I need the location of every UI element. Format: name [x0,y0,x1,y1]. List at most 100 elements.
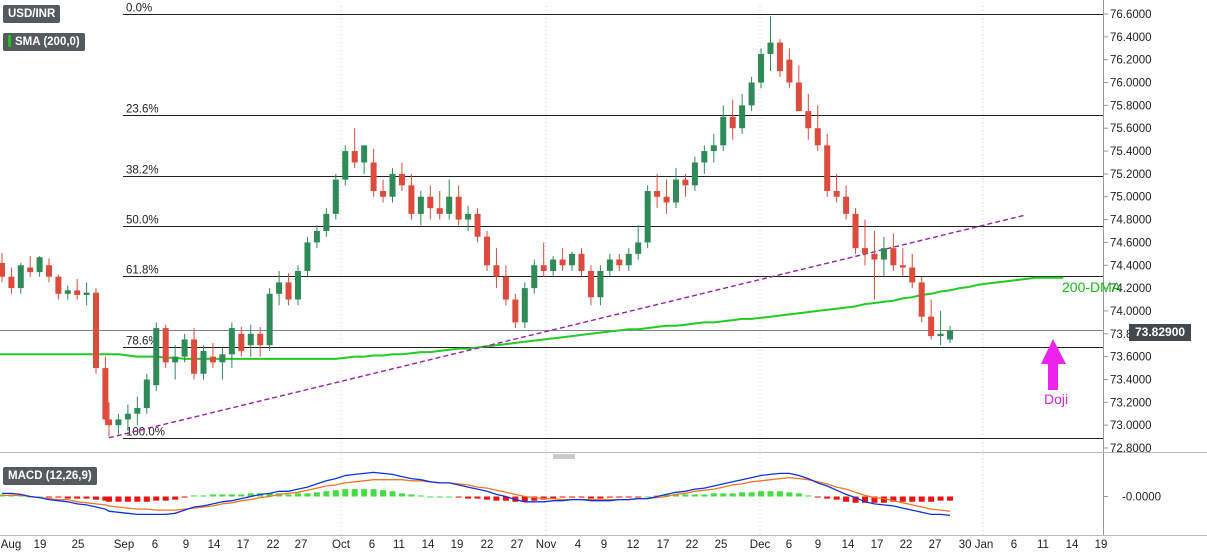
sma-swatch [8,35,11,47]
price-tick-label: 74.2000 [1110,283,1152,295]
macd-histogram-bar [115,496,122,502]
candle-body [550,259,557,271]
price-tick-label: 76.0000 [1110,78,1152,90]
candle-body [682,179,689,186]
candle-body [228,328,235,355]
macd-histogram-bar [143,496,150,502]
macd-signal-line [2,476,951,512]
candle-body [597,270,604,298]
sma-tag[interactable]: SMA (200,0) [3,33,85,51]
macd-histogram-bar [172,496,179,500]
macd-panel: -0.0000 [0,471,1161,517]
macd-histogram-bar [682,494,689,497]
date-tick-label: 14 [1066,539,1079,551]
pane-splitter-handle [553,454,575,459]
fib-level-label: 78.6% [126,336,159,348]
macd-tag[interactable]: MACD (12,26,9) [3,467,97,485]
macd-histogram-bar [776,491,783,497]
candle-body [947,330,954,340]
macd-histogram-bar [824,496,831,499]
candle-body [862,248,868,254]
macd-histogram-bar [304,493,311,497]
date-tick-label: 6 [369,539,375,551]
macd-histogram-bar [673,494,679,497]
macd-histogram-bar [74,496,81,499]
candle-body [247,333,254,346]
candle-body [162,328,169,363]
candle-body [191,339,198,374]
macd-histogram-bar [852,496,859,503]
date-tick-label: 12 [627,539,640,551]
candle-body [928,316,935,337]
candle-body [654,191,661,197]
date-tick-label: 19 [451,539,464,551]
date-tick-label: 19 [1095,539,1108,551]
macd-histogram-bar [219,494,226,497]
candle-body [370,162,377,192]
price-tick-label: 76.6000 [1110,9,1152,21]
macd-histogram-bar [635,496,642,498]
macd-histogram-bar [606,496,613,498]
date-tick-label: 27 [929,539,942,551]
candle-body [880,248,887,260]
date-tick-label: 19 [34,539,47,551]
macd-histogram-bar [153,496,160,501]
macd-histogram-bar [786,492,793,497]
candle-body [559,259,566,266]
candle-body [587,270,594,298]
candle-body [569,253,576,266]
candle-body [814,128,821,146]
date-tick-label: 14 [842,539,855,551]
fib-level-label: 50.0% [126,215,159,227]
macd-histogram-bar [616,496,623,498]
candle-body [27,267,34,273]
candle-body [106,419,112,426]
candle-body [474,213,481,237]
candle-body [74,290,81,295]
macd-histogram-bar [46,496,52,498]
macd-histogram-bar [427,496,434,498]
macd-histogram-bar [64,496,71,499]
macd-histogram-bar [389,491,396,497]
fib-level-label: 23.6% [126,104,159,116]
candle-body [531,265,538,289]
candle-body [351,151,358,163]
price-tick-label: 73.6000 [1110,352,1152,364]
date-tick-label: 4 [575,539,582,551]
date-tick-label: 9 [815,539,821,551]
date-tick-label: 17 [657,539,670,551]
macd-histogram-bar [238,494,245,497]
candle-body [200,350,207,374]
candle-body [276,282,283,294]
macd-histogram-bar [493,496,500,501]
candle-body [209,356,216,363]
price-tick-label: 75.4000 [1110,146,1152,158]
macd-histogram-bar [455,496,462,498]
macd-histogram-bar [55,496,62,498]
macd-histogram-bar [918,496,925,502]
doji-arrow [1041,339,1066,390]
candle-body [380,191,387,197]
macd-histogram-bar [247,493,254,497]
macd-histogram-bar [124,496,131,502]
candle-body [909,267,916,283]
candle-body [408,185,415,214]
macd-histogram-bar [134,496,141,502]
candle-body [238,333,245,351]
candle-body [55,276,62,294]
macd-histogram-bar [436,496,443,498]
date-tick-label: 22 [481,539,494,551]
macd-histogram-bar [191,495,198,497]
price-tick-label: 74.6000 [1110,237,1152,249]
symbol-tag[interactable]: USD/INR [3,5,61,23]
trendline-layer [108,214,1026,439]
candle-body [578,253,585,271]
candle-body [691,162,698,186]
macd-histogram-bar [587,496,594,499]
date-tick-label: 9 [183,539,189,551]
candle-body [739,105,746,129]
candle-body [852,213,859,249]
candle-body [313,231,320,243]
macd-histogram-bar [102,496,109,501]
candle-body [304,242,311,271]
